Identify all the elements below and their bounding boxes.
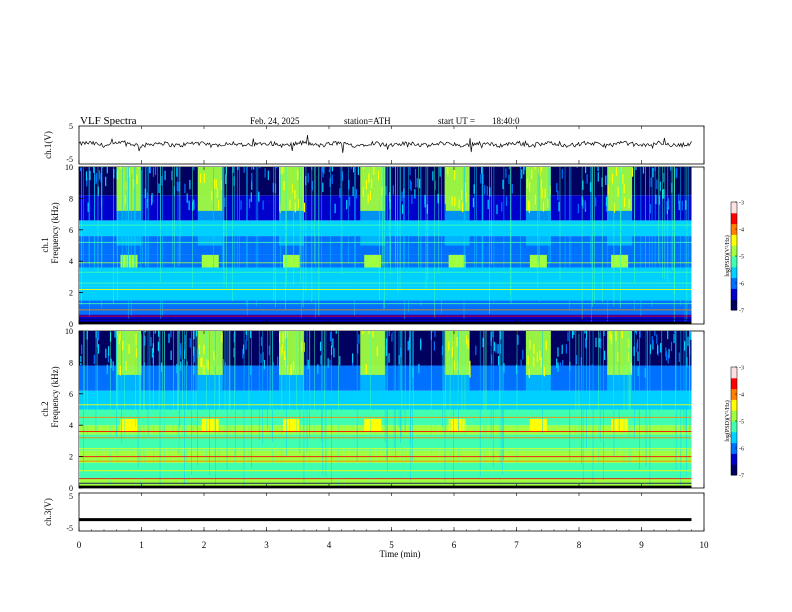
time-tick-label: 2: [202, 540, 207, 550]
colorbar-tick-label: -5: [739, 255, 744, 261]
time-tick-label: 3: [264, 540, 269, 550]
start-ut-label: start UT =: [438, 116, 475, 126]
colorbar-segment: [731, 442, 737, 454]
colorbar-segment: [731, 277, 737, 289]
ch2-spec-ylabel: Frequency (kHz): [50, 366, 60, 427]
colorbar-segment: [731, 421, 737, 433]
colorbar-segment: [731, 288, 737, 300]
ch2-spec-ylabel-top: ch.2: [40, 401, 50, 416]
ch1-panel: 5 -5 ch.1(V): [43, 122, 705, 165]
time-tick-label: 10: [700, 540, 710, 550]
ch3-panel: 5 -5 ch.3(V): [43, 492, 705, 533]
spec1-ytick-label: 10: [65, 163, 73, 172]
colorbar-segment: [731, 453, 737, 465]
spec2-ytick-label: 6: [69, 390, 73, 399]
ch1-spectrogram-panel: 0 2 4 6 8 10 ch.1 Frequency (kHz): [40, 163, 705, 329]
colorbar-segment: [731, 245, 737, 257]
colorbar-tick-label: -6: [739, 447, 744, 453]
colorbar-tick-label: -5: [739, 420, 744, 426]
colorbar-segment: [731, 256, 737, 268]
time-tick-label: 4: [327, 540, 332, 550]
colorbar-segment: [731, 399, 737, 411]
start-ut-value: 18:40:0: [492, 116, 520, 126]
colorbar-segment: [731, 388, 737, 400]
station-label: station=ATH: [344, 116, 391, 126]
spec2-ytick-label: 4: [69, 421, 73, 430]
colorbar-segment: [731, 367, 737, 379]
colorbar-label: log(PSD)(V²/Hz): [724, 235, 731, 276]
ch1-trace: [78, 134, 692, 153]
time-tick-label: 5: [389, 540, 394, 550]
colorbar-segment: [731, 431, 737, 444]
colorbar-label: log(PSD)(V²/Hz): [724, 400, 731, 441]
spec1-ytick-label: 8: [69, 194, 73, 203]
ch3-ylabel: ch.3(V): [43, 498, 53, 526]
ch1-ytick-bottom: -5: [66, 155, 73, 164]
colorbar-tick-label: -3: [739, 366, 744, 372]
ch1-ytick-top: 5: [69, 122, 73, 131]
colorbar-segment: [731, 202, 737, 214]
colorbar-tick-label: -7: [739, 474, 744, 480]
colorbar-segment: [731, 377, 737, 390]
ch3-ytick-top: 5: [69, 492, 73, 501]
spec1-ytick-label: 2: [69, 289, 73, 298]
ch3-ytick-bottom: -5: [66, 524, 73, 533]
colorbar-tick-label: -4: [739, 393, 744, 399]
spec1-ytick-label: 4: [69, 257, 73, 266]
colorbar-segment: [731, 234, 737, 246]
spec1-ytick-label: 0: [69, 320, 73, 329]
time-tick-label: 7: [514, 540, 519, 550]
colorbar-segment: [731, 299, 737, 311]
colorbar-segment: [731, 410, 737, 422]
colorbar-tick-label: -3: [739, 201, 744, 207]
spec2-ytick-label: 10: [65, 327, 73, 336]
ch2-colorbar: -3 -4 -5 -6 -7 log(PSD)(V²/Hz): [724, 366, 744, 480]
colorbar-tick-label: -6: [739, 282, 744, 288]
colorbar-segment: [731, 223, 737, 235]
date-label: Feb. 24, 2025: [250, 116, 300, 126]
spec2-ytick-label: 0: [69, 484, 73, 493]
colorbar-tick-label: -7: [739, 309, 744, 315]
time-tick-label: 1: [139, 540, 144, 550]
colorbar-segment: [731, 212, 737, 225]
ch1-colorbar: -3 -4 -5 -6 -7 log(PSD)(V²/Hz): [724, 201, 744, 315]
time-tick-label: 6: [452, 540, 457, 550]
ch2-spectrogram-image: [79, 331, 692, 488]
ch1-spectrogram-image: [79, 167, 692, 324]
ch1-spec-ylabel-top: ch.1: [40, 237, 50, 252]
spec2-ytick-label: 8: [69, 358, 73, 367]
time-tick-label: 8: [577, 540, 582, 550]
colorbar-tick-label: -4: [739, 228, 744, 234]
time-tick-label: 0: [77, 540, 82, 550]
time-axis: 0 1 2 3 4 5 6 7 8 9 10: [77, 126, 709, 550]
time-tick-label: 9: [639, 540, 644, 550]
ch1-spec-ylabel: Frequency (kHz): [50, 202, 60, 263]
ch1-ylabel: ch.1(V): [43, 131, 53, 159]
ch3-panel-frame: [78, 492, 705, 532]
figure-title: VLF Spectra: [80, 115, 137, 127]
colorbar-segment: [731, 266, 737, 279]
colorbar-segment: [731, 464, 737, 476]
time-axis-label: Time (min): [380, 549, 421, 559]
spec1-ytick-label: 6: [69, 226, 73, 235]
spec2-ytick-label: 2: [69, 453, 73, 462]
ch2-spectrogram-panel: 0 2 4 6 8 10 ch.2 Frequency (kHz): [40, 327, 705, 493]
